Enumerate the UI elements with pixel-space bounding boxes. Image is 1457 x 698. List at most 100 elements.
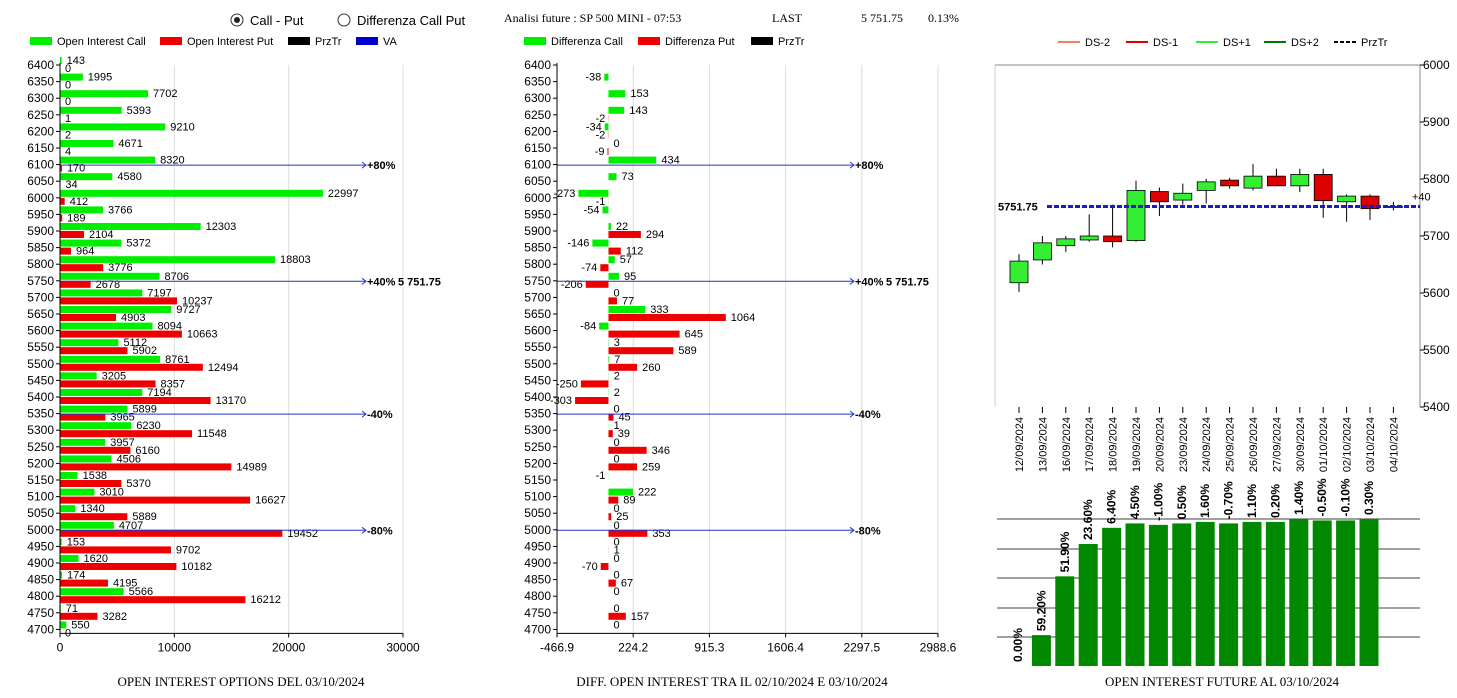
strike-label: 5400 — [524, 390, 551, 404]
put-bar — [60, 214, 63, 222]
put-bar — [60, 513, 128, 521]
call-value-label: 2 — [614, 370, 620, 382]
put-value-label: 10182 — [181, 561, 212, 573]
put-bar — [608, 247, 621, 255]
put-value-label: -9 — [595, 146, 605, 158]
call-value-label: -34 — [586, 121, 602, 133]
put-bar — [60, 280, 91, 288]
put-value-label: 170 — [67, 163, 85, 175]
call-bar — [604, 123, 609, 131]
date-label: 25/09/2024 — [1225, 417, 1237, 472]
date-label: 18/09/2024 — [1108, 417, 1120, 472]
strike-label: 4750 — [524, 606, 551, 620]
level-label: -80% — [367, 525, 393, 537]
put-bar — [580, 380, 609, 388]
put-value-label: 3282 — [103, 611, 127, 623]
strike-label: 5350 — [524, 407, 551, 421]
put-bar — [60, 546, 171, 554]
put-bar — [608, 413, 614, 421]
put-value-label: -303 — [550, 395, 572, 407]
strike-label: 5850 — [27, 241, 54, 255]
legend-label: PrzTr — [315, 36, 342, 48]
strike-label: 4800 — [524, 589, 551, 603]
call-value-label: 5393 — [127, 105, 151, 117]
call-value-label: -273 — [553, 188, 575, 200]
oi-future-bar — [1078, 543, 1098, 666]
diff-oi-title: DIFF. OPEN INTEREST TRA IL 02/10/2024 E … — [576, 674, 888, 689]
date-label: 24/09/2024 — [1201, 417, 1213, 472]
strike-label: 5900 — [524, 224, 551, 238]
call-bar — [60, 372, 97, 380]
strike-label: 6150 — [524, 141, 551, 155]
strike-label: 5100 — [27, 490, 54, 504]
strike-label: 4750 — [27, 606, 54, 620]
call-bar — [60, 621, 67, 629]
candle-up — [1243, 175, 1263, 189]
candle-down — [1220, 179, 1239, 187]
strike-label: 5750 — [27, 274, 54, 288]
price-line-right-label: +40 — [1412, 192, 1431, 204]
put-bar — [608, 579, 616, 587]
strike-label: 5150 — [524, 473, 551, 487]
call-value-label: 0 — [613, 536, 619, 548]
call-value-label: 5566 — [129, 586, 153, 598]
strike-label: 6100 — [524, 158, 551, 172]
call-value-label: 550 — [71, 619, 89, 631]
strike-label: 5000 — [524, 523, 551, 537]
price-line-label: 5751.75 — [998, 202, 1038, 214]
put-value-label: 4195 — [113, 578, 137, 590]
call-value-label: 0 — [613, 138, 619, 150]
strike-label: 4900 — [524, 556, 551, 570]
put-bar — [608, 231, 641, 238]
legend-swatch — [160, 37, 182, 45]
legend-label: PrzTr — [1361, 37, 1388, 49]
call-value-label: 3766 — [108, 204, 132, 216]
strike-label: 5250 — [27, 440, 54, 454]
put-value-label: 3965 — [110, 412, 134, 424]
call-bar — [60, 272, 160, 280]
call-bar — [592, 239, 609, 247]
date-label: 17/09/2024 — [1084, 417, 1096, 472]
put-value-label: -2 — [595, 129, 605, 141]
strike-label: 4850 — [524, 573, 551, 587]
radio-differenza[interactable]: Differenza Call Put — [337, 13, 466, 28]
x-tick-label: -466.9 — [540, 640, 574, 654]
y-tick-label: 5400 — [1423, 400, 1450, 414]
put-value-label: 10237 — [182, 295, 213, 307]
call-value-label: 7197 — [147, 287, 171, 299]
strike-label: 6000 — [524, 191, 551, 205]
call-bar — [60, 588, 124, 596]
put-value-label: 39 — [618, 428, 630, 440]
call-value-label: 174 — [67, 570, 85, 582]
call-value-label: 0 — [613, 619, 619, 631]
candle-up — [1196, 181, 1216, 191]
oi-future-label: 0.00% — [1011, 628, 1025, 662]
put-value-label: 14989 — [236, 461, 267, 473]
page-title: Analisi future : SP 500 MINI - 07:53 — [504, 11, 681, 25]
strike-label: 4850 — [27, 573, 54, 587]
candle-down — [1267, 175, 1286, 187]
level-arrow — [361, 161, 367, 169]
strike-label: 6200 — [524, 124, 551, 138]
put-bar — [60, 430, 193, 438]
level-label: +80% — [367, 160, 396, 172]
call-value-label: 0 — [613, 437, 619, 449]
call-value-label: 18803 — [280, 254, 311, 266]
put-value-label: 12494 — [208, 362, 239, 374]
oi-future-label: 4.50% — [1128, 485, 1142, 519]
radio-call-put[interactable]: Call - Put — [230, 13, 304, 28]
candle-down — [1103, 235, 1122, 243]
put-value-label: 34 — [65, 179, 77, 191]
call-value-label: 6230 — [136, 420, 160, 432]
put-bar — [608, 297, 617, 305]
put-value-label: 77 — [622, 295, 634, 307]
call-bar — [60, 355, 161, 363]
call-bar — [608, 173, 617, 181]
y-tick-label: 5800 — [1423, 172, 1450, 186]
strike-label: 6100 — [27, 158, 54, 172]
strike-label: 5550 — [524, 340, 551, 354]
strike-label: 6200 — [27, 124, 54, 138]
put-value-label: -206 — [561, 279, 583, 291]
call-bar — [60, 123, 166, 131]
strike-label: 4700 — [524, 622, 551, 636]
